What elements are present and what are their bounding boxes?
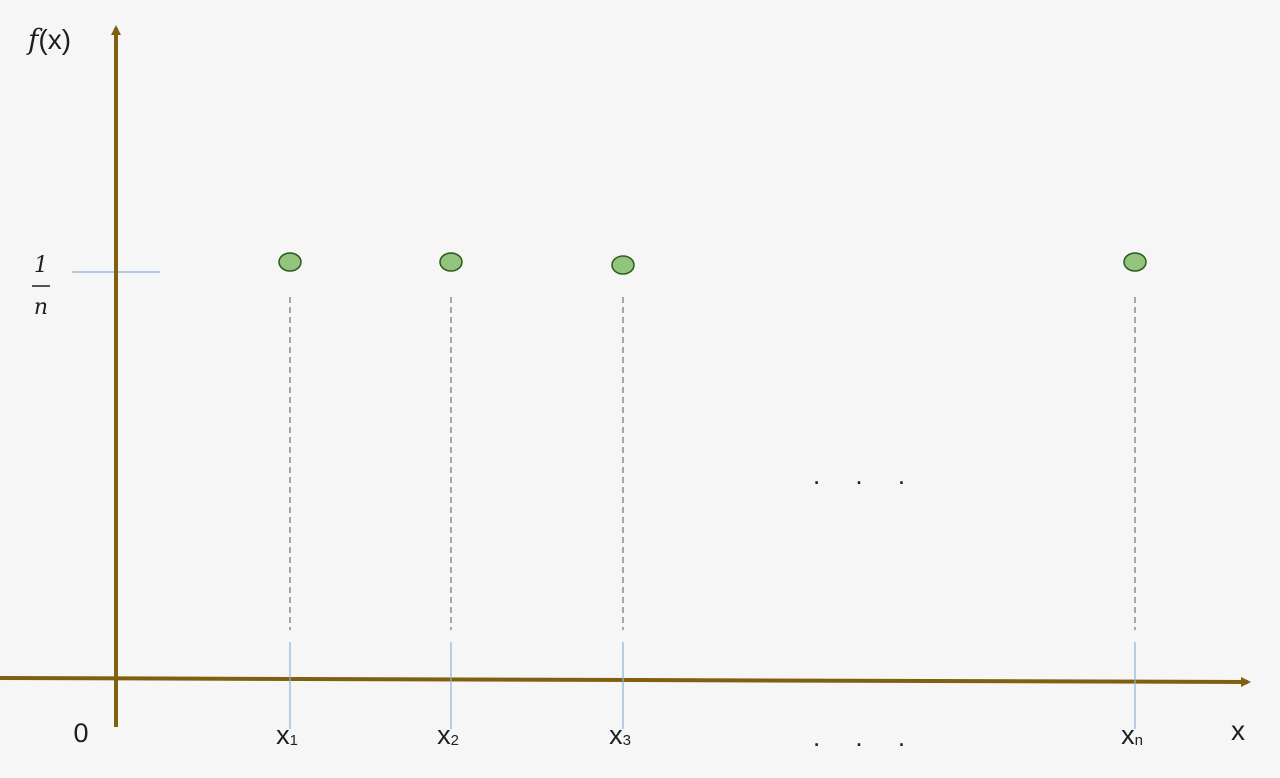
ellipsis-axis: . . . (813, 722, 919, 752)
x-axis (0, 676, 1251, 687)
y-tick-label-denominator: n (34, 295, 48, 320)
y-axis-label: f(x) (26, 23, 71, 56)
ellipsis-middle: . . . (813, 460, 919, 490)
data-point-3 (611, 255, 635, 275)
x-tick-label-n: xn (1121, 720, 1143, 750)
x-tick-label-1: x1 (276, 720, 298, 750)
data-point-1 (278, 252, 302, 272)
x-tick-label-3: x3 (609, 720, 631, 750)
point-marks: x1 x2 x3 xn (276, 252, 1147, 750)
x-tick-label-2: x2 (437, 720, 459, 750)
y-tick-label-numerator: 1 (34, 253, 48, 278)
data-point-n (1123, 252, 1147, 272)
x-axis-label: x (1231, 715, 1245, 746)
data-point-2 (439, 252, 463, 272)
origin-label: 0 (73, 718, 88, 748)
